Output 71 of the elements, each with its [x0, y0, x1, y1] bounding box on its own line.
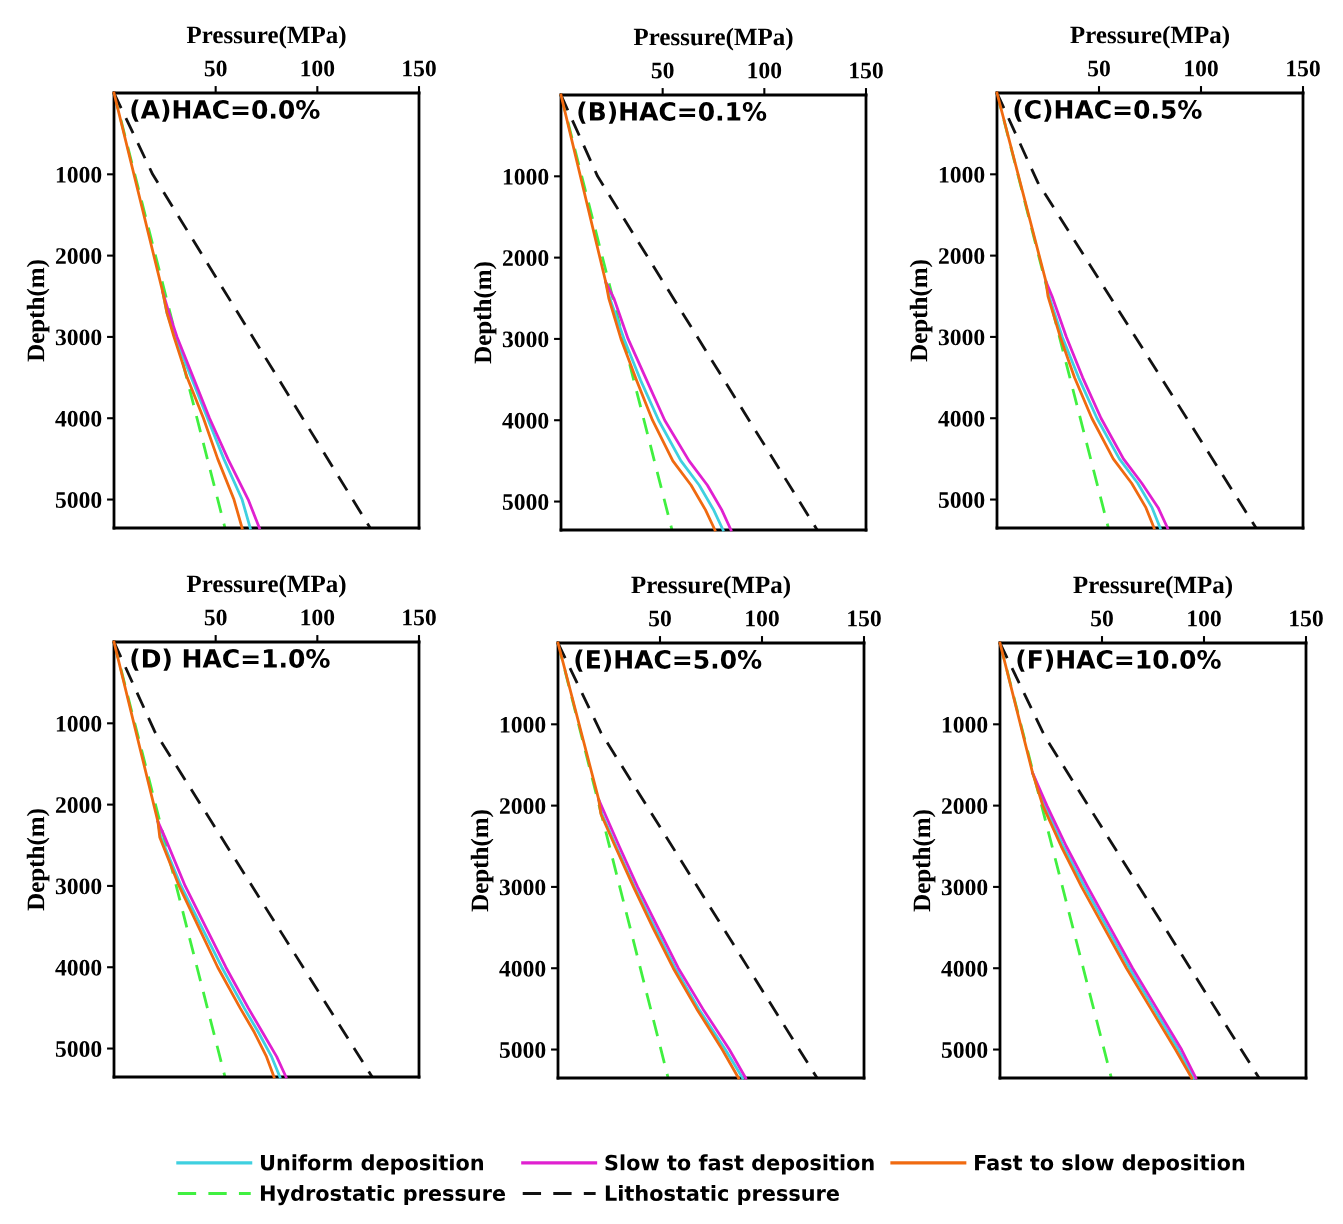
x-tick-label: 100 — [301, 60, 335, 77]
y-tick-label: 4000 — [499, 960, 546, 977]
x-tick-label: 100 — [301, 609, 335, 626]
legend-label: Hydrostatic pressure — [260, 1184, 506, 1206]
y-tick-label: 5000 — [55, 492, 102, 508]
x-axis-title: Pressure(MPa) — [1070, 25, 1229, 49]
y-tick-label: 4000 — [502, 412, 549, 429]
x-tick-label: 50 — [1088, 60, 1110, 77]
y-tick-label: 2000 — [941, 798, 988, 815]
y-tick-label: 1000 — [942, 716, 988, 733]
x-tick-label: 100 — [1188, 610, 1221, 627]
y-tick-label: 1000 — [56, 166, 102, 183]
y-tick-label: 5000 — [938, 492, 985, 508]
x-axis-title: Pressure(MPa) — [186, 574, 346, 598]
y-tick-label: 3000 — [55, 878, 102, 895]
y-tick-label: 5000 — [55, 1041, 102, 1057]
y-tick-label: 2000 — [499, 798, 546, 815]
y-tick-label: 5000 — [941, 1042, 988, 1058]
chart-title: (E)HAC=5.0% — [575, 649, 762, 672]
y-tick-label: 4000 — [55, 959, 102, 976]
x-tick-label: 150 — [403, 609, 436, 626]
x-tick-label: 50 — [204, 60, 227, 77]
y-axis-title: Depth(m) — [909, 260, 933, 362]
legend-label: Slow to fast deposition — [605, 1154, 874, 1175]
y-axis-title: Depth(m) — [26, 260, 50, 362]
y-tick-label: 3000 — [938, 329, 985, 346]
chart-title: (D) HAC=1.0% — [131, 648, 330, 671]
y-axis-title: Depth(m) — [470, 810, 494, 912]
x-tick-label: 50 — [1091, 610, 1113, 627]
legend-label: Uniform deposition — [260, 1154, 483, 1175]
x-axis-title: Pressure(MPa) — [631, 575, 790, 599]
y-tick-label: 5000 — [502, 494, 549, 510]
y-tick-label: 4000 — [938, 410, 985, 427]
x-tick-label: 100 — [746, 610, 779, 627]
x-tick-label: 100 — [1185, 60, 1218, 77]
x-axis-title: Pressure(MPa) — [186, 25, 346, 49]
y-tick-label: 3000 — [499, 879, 546, 896]
legend-label: Fast to slow deposition — [975, 1154, 1245, 1175]
y-axis-title: Depth(m) — [26, 809, 50, 911]
x-tick-label: 50 — [651, 62, 674, 79]
x-tick-label: 50 — [204, 609, 227, 626]
y-tick-label: 1000 — [503, 168, 549, 185]
x-tick-label: 150 — [403, 60, 436, 77]
y-tick-label: 1000 — [500, 716, 546, 733]
chart-title: (B)HAC=0.1% — [578, 101, 767, 124]
y-tick-label: 4000 — [941, 960, 988, 977]
x-axis-title: Pressure(MPa) — [633, 27, 793, 51]
x-tick-label: 150 — [850, 62, 883, 79]
y-tick-label: 3000 — [941, 879, 988, 896]
y-tick-label: 4000 — [55, 410, 102, 427]
y-tick-label: 2000 — [55, 248, 102, 265]
y-axis-title: Depth(m) — [912, 810, 936, 912]
x-tick-label: 100 — [748, 62, 782, 79]
y-tick-label: 2000 — [55, 797, 102, 814]
y-tick-label: 3000 — [502, 331, 549, 348]
x-tick-label: 150 — [1290, 610, 1323, 627]
x-tick-label: 150 — [1287, 60, 1320, 77]
chart-title: (C)HAC=0.5% — [1014, 99, 1202, 122]
chart-title: (F)HAC=10.0% — [1017, 649, 1221, 672]
y-tick-label: 3000 — [55, 329, 102, 346]
legend-label: Lithostatic pressure — [605, 1184, 839, 1206]
x-tick-label: 150 — [848, 610, 881, 627]
y-axis-title: Depth(m) — [473, 262, 497, 364]
y-tick-label: 2000 — [938, 248, 985, 265]
x-tick-label: 50 — [649, 610, 671, 627]
y-tick-label: 5000 — [499, 1042, 546, 1058]
y-tick-label: 2000 — [502, 250, 549, 267]
x-axis-title: Pressure(MPa) — [1073, 575, 1232, 599]
y-tick-label: 1000 — [56, 715, 102, 732]
y-tick-label: 1000 — [939, 166, 985, 183]
chart-title: (A)HAC=0.0% — [131, 99, 320, 122]
